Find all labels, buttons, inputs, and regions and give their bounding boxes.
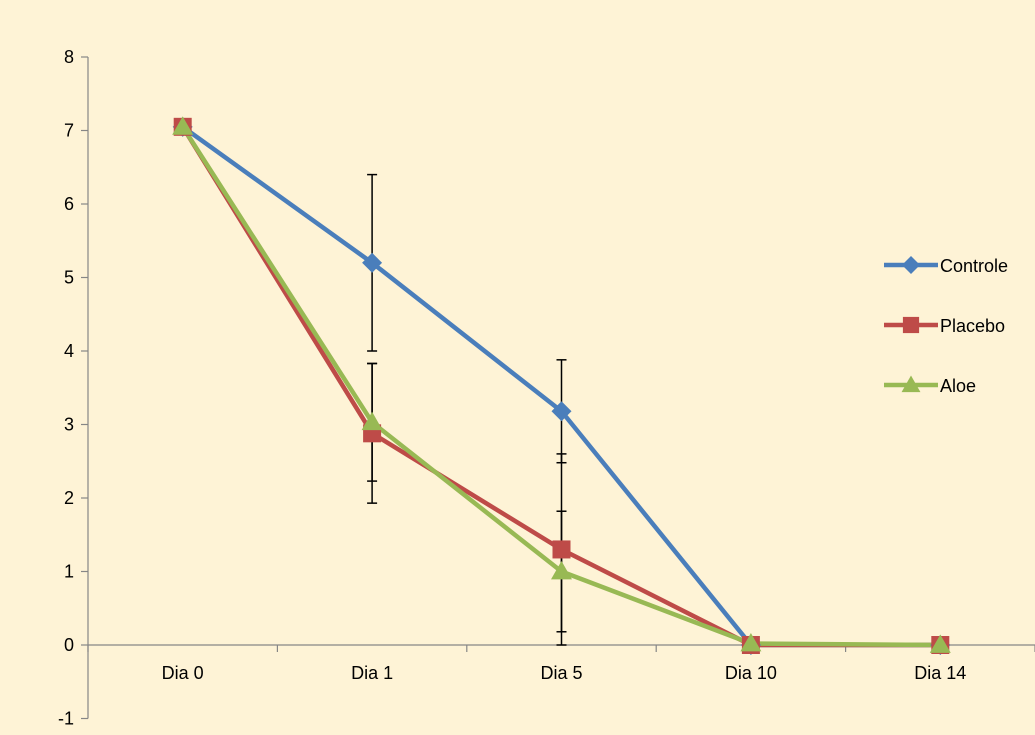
marker-square — [552, 540, 571, 559]
marker-triangle — [172, 116, 194, 135]
x-tick-label: Dia 10 — [725, 663, 777, 683]
y-tick-label: 0 — [64, 635, 74, 655]
marker-triangle — [929, 634, 951, 653]
marker-diamond — [362, 252, 383, 273]
legend-label: Aloe — [940, 376, 976, 396]
y-tick-label: 7 — [64, 121, 74, 141]
legend-label: Controle — [940, 256, 1008, 276]
x-tick-label: Dia 14 — [914, 663, 966, 683]
marker-triangle — [901, 375, 921, 393]
series-markers — [172, 116, 951, 655]
y-tick-label: 3 — [64, 415, 74, 435]
marker-triangle — [551, 561, 572, 580]
y-tick-label: 1 — [64, 562, 74, 582]
y-tick-label: 8 — [64, 47, 74, 67]
y-tick-label: 4 — [64, 341, 74, 361]
legend-label: Placebo — [940, 316, 1005, 336]
marker-diamond — [902, 256, 920, 274]
marker-diamond — [551, 401, 572, 422]
y-tick-label: 6 — [64, 194, 74, 214]
y-tick-label: 2 — [64, 488, 74, 508]
y-tick-label: 5 — [64, 268, 74, 288]
marker-square — [902, 316, 920, 334]
marker-triangle — [740, 633, 762, 652]
axes: -1 0 1 2 3 4 5 6 7 8 Dia 0 Dia 1 Dia 5 Dia 10 Dia 14 — [58, 47, 1035, 729]
marker-triangle — [361, 411, 383, 431]
error-bars — [367, 173, 567, 646]
legend: Controle Placebo Aloe — [884, 256, 1008, 396]
x-tick-label: Dia 5 — [540, 663, 582, 683]
y-tick-label: -1 — [58, 709, 74, 729]
x-tick-label: Dia 0 — [162, 663, 204, 683]
x-tick-label: Dia 1 — [351, 663, 393, 683]
